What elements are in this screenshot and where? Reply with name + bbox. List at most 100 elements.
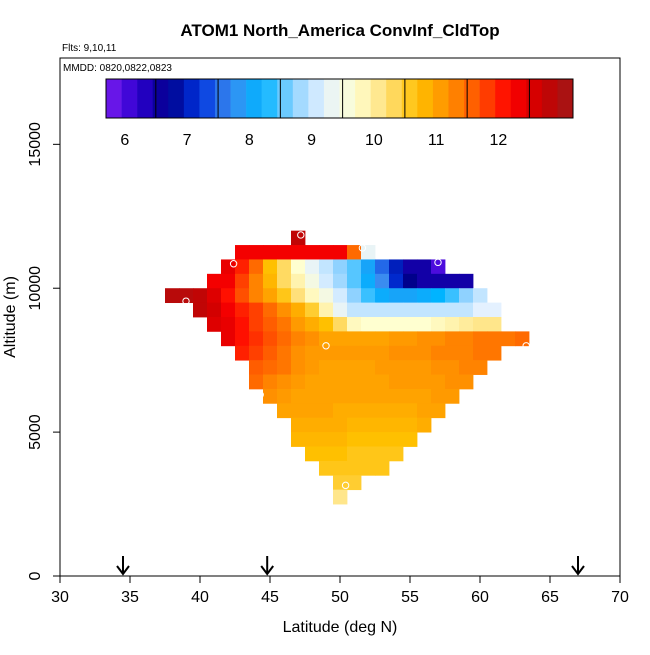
heatmap-cell [333, 475, 348, 491]
heatmap-cell [319, 245, 334, 260]
heatmap-cell [431, 302, 446, 318]
heatmap-cell [305, 417, 320, 433]
heatmap-cell [473, 345, 488, 361]
heatmap-cell [291, 403, 306, 419]
heatmap-cell [459, 331, 474, 347]
flight-arrow [571, 556, 585, 576]
heatmap-cell [235, 288, 250, 304]
colorbar-segment [106, 79, 122, 118]
colorbar-segment [339, 79, 356, 118]
colorbar-segment [370, 79, 387, 118]
axes: 30 35 40 45 50 55 60 65 70 0 5000 10000 15000 [27, 122, 629, 606]
heatmap-cell [277, 331, 292, 347]
colorbar-segment [121, 79, 138, 118]
heatmap-cell [417, 403, 432, 419]
heatmap-cell [263, 273, 278, 289]
heatmap-cell [333, 317, 348, 332]
heatmap-cell [347, 317, 362, 332]
heatmap-cell [417, 374, 432, 390]
heatmap-cell [263, 302, 278, 318]
heatmap-cell [417, 345, 432, 361]
heatmap-cell [459, 273, 474, 289]
heatmap-cells [165, 230, 530, 505]
heatmap-cell [277, 302, 292, 318]
colorbar-segment [495, 79, 512, 118]
heatmap-cell [333, 446, 348, 462]
heatmap-cell [445, 388, 460, 404]
heatmap-cell [375, 273, 390, 289]
colorbar-segment [355, 79, 371, 118]
heatmap-cell [403, 273, 418, 289]
heatmap-cell [249, 345, 264, 361]
heatmap-cell [375, 374, 390, 390]
heatmap-cell [375, 432, 390, 447]
colorbar-segment [541, 79, 558, 118]
x-tick-label: 50 [331, 589, 349, 606]
heatmap-cell [403, 360, 418, 375]
heatmap-cell [277, 273, 292, 289]
heatmap-cell [403, 388, 418, 404]
heatmap-cell [445, 273, 460, 289]
chart-title: ATOM1 North_America ConvInf_CldTop [180, 21, 499, 40]
heatmap-cell [347, 432, 362, 447]
heatmap-cell [361, 317, 376, 332]
heatmap-cell [319, 388, 334, 404]
heatmap-cell [361, 360, 376, 375]
heatmap-cell [249, 317, 264, 332]
data-point [434, 258, 442, 267]
heatmap-cell [263, 331, 278, 347]
heatmap-cell [305, 446, 320, 462]
colorbar-segment [277, 79, 294, 118]
heatmap-cell [375, 360, 390, 375]
heatmap-cell [361, 446, 376, 462]
heatmap-cell [235, 259, 250, 275]
heatmap-cell [333, 245, 348, 260]
heatmap-cell [431, 259, 446, 275]
heatmap-cell [403, 302, 418, 318]
heatmap-cell [459, 360, 474, 375]
heatmap-cell [417, 302, 432, 318]
heatmap-cell [291, 360, 306, 375]
heatmap-cell [179, 288, 194, 304]
heatmap-cell [207, 317, 222, 332]
flights-label: Flts: 9,10,11 [62, 43, 117, 54]
heatmap-cell [389, 403, 404, 419]
data-point [297, 231, 305, 239]
heatmap-cell [389, 345, 404, 361]
data-point-markers [182, 231, 530, 490]
heatmap-cell [235, 245, 250, 260]
colorbar-segment [183, 79, 200, 118]
heatmap-cell [347, 388, 362, 404]
colorbar-tick-label: 6 [120, 132, 129, 149]
heatmap-cell [361, 273, 376, 289]
heatmap-cell [319, 331, 334, 347]
heatmap-cell [291, 432, 306, 447]
heatmap-cell [375, 317, 390, 332]
heatmap-cell [347, 345, 362, 361]
heatmap-cell [431, 403, 446, 419]
flight-arrow-markers [116, 556, 585, 576]
heatmap-cell [305, 273, 320, 289]
heatmap-cell [305, 403, 320, 419]
plot-frame [59, 57, 621, 577]
heatmap-cell [361, 345, 376, 361]
heatmap-cell [403, 403, 418, 419]
heatmap-cell [263, 288, 278, 304]
heatmap-cell [263, 345, 278, 361]
colorbar-tick-label: 11 [428, 132, 445, 149]
heatmap-cell [445, 331, 460, 347]
heatmap-cell [417, 273, 432, 289]
heatmap-cell [431, 360, 446, 375]
heatmap-cell [333, 273, 348, 289]
heatmap-cell [319, 432, 334, 447]
colorbar-segment [323, 79, 340, 118]
colorbar-segment [386, 79, 403, 118]
heatmap-cell [249, 374, 264, 390]
heatmap-cell [417, 388, 432, 404]
heatmap-cell [445, 288, 460, 304]
heatmap-cell [487, 317, 502, 332]
heatmap-cell [347, 475, 362, 491]
colorbar-segment [417, 79, 434, 118]
heatmap-cell [333, 345, 348, 361]
heatmap-cell [389, 259, 404, 275]
